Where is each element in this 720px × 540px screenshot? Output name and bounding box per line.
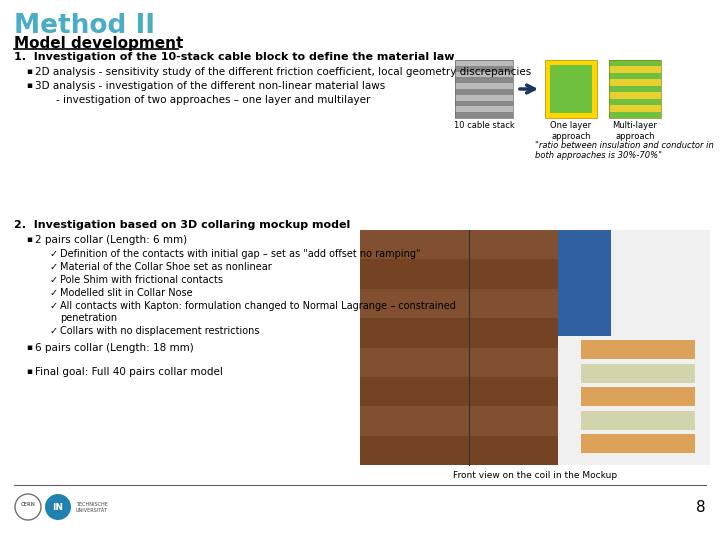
Text: Method II: Method II (14, 13, 155, 39)
Text: 2D analysis - sensitivity study of the different friction coefficient, local geo: 2D analysis - sensitivity study of the d… (35, 67, 531, 77)
Text: 3D analysis - investigation of the different non-linear material laws: 3D analysis - investigation of the diffe… (35, 81, 385, 91)
Bar (609, 112, 661, 118)
Bar (360, 259, 558, 289)
Bar (581, 411, 695, 430)
Bar (558, 230, 710, 465)
Text: TECHNISCHE
UNIVERSITÄT: TECHNISCHE UNIVERSITÄT (76, 502, 108, 513)
Text: 1.  Investigation of the 10-stack cable block to define the material law: 1. Investigation of the 10-stack cable b… (14, 52, 454, 62)
Text: 6 pairs collar (Length: 18 mm): 6 pairs collar (Length: 18 mm) (35, 343, 194, 353)
Text: Multi-layer
approach: Multi-layer approach (613, 121, 657, 141)
Bar (360, 348, 558, 377)
Text: ✓: ✓ (50, 262, 58, 272)
Text: Material of the Collar Shoe set as nonlinear: Material of the Collar Shoe set as nonli… (60, 262, 271, 272)
Bar (550, 65, 592, 113)
Bar (360, 436, 558, 465)
Text: ✓: ✓ (50, 249, 58, 259)
Bar (609, 60, 661, 118)
Text: Modelled slit in Collar Nose: Modelled slit in Collar Nose (60, 288, 193, 298)
Text: 2 pairs collar (Length: 6 mm): 2 pairs collar (Length: 6 mm) (35, 235, 187, 245)
Bar (609, 73, 661, 79)
Bar (581, 340, 695, 359)
Bar (455, 100, 513, 106)
Text: ✓: ✓ (50, 326, 58, 336)
Text: ▪: ▪ (26, 367, 32, 376)
Bar (581, 388, 695, 406)
Bar (455, 60, 513, 118)
Text: Definition of the contacts with initial gap – set as "add offset no ramping": Definition of the contacts with initial … (60, 249, 420, 259)
Bar (360, 318, 558, 348)
Circle shape (45, 494, 71, 520)
Bar (609, 66, 661, 73)
Bar (581, 364, 695, 383)
Bar (609, 60, 661, 66)
Bar (360, 230, 558, 465)
Bar (609, 79, 661, 86)
Text: ▪: ▪ (26, 81, 32, 90)
Bar (455, 106, 513, 112)
Bar (360, 377, 558, 406)
Bar (455, 66, 513, 72)
Bar (609, 99, 661, 105)
Bar (360, 406, 558, 436)
Bar (609, 105, 661, 112)
Bar (545, 60, 597, 118)
Text: ▪: ▪ (26, 235, 32, 244)
Text: 2.  Investigation based on 3D collaring mockup model: 2. Investigation based on 3D collaring m… (14, 220, 350, 230)
Text: "ratio between insulation and conductor in
both approaches is 30%-70%": "ratio between insulation and conductor … (535, 141, 714, 160)
Bar (455, 60, 513, 66)
Bar (360, 230, 558, 259)
Text: Collars with no displacement restrictions: Collars with no displacement restriction… (60, 326, 259, 336)
Text: ✓: ✓ (50, 301, 58, 311)
Text: Model development: Model development (14, 36, 184, 51)
Text: 10 cable stack: 10 cable stack (454, 121, 514, 130)
Bar (455, 112, 513, 118)
Bar (581, 435, 695, 453)
Text: ▪: ▪ (26, 343, 32, 352)
Text: ▪: ▪ (26, 67, 32, 76)
Text: Front view on the coil in the Mockup: Front view on the coil in the Mockup (453, 471, 617, 480)
Text: IN: IN (53, 503, 63, 511)
Text: penetration: penetration (60, 313, 117, 323)
Bar (360, 289, 558, 318)
Bar (455, 72, 513, 77)
Text: One layer
approach: One layer approach (550, 121, 592, 141)
Text: ✓: ✓ (50, 288, 58, 298)
Bar (455, 89, 513, 95)
Text: Pole Shim with frictional contacts: Pole Shim with frictional contacts (60, 275, 223, 285)
Bar (455, 77, 513, 83)
Bar (609, 92, 661, 99)
Bar (609, 86, 661, 92)
Bar (558, 230, 611, 336)
Text: ✓: ✓ (50, 275, 58, 285)
Text: - investigation of two approaches – one layer and multilayer: - investigation of two approaches – one … (56, 95, 370, 105)
Text: Final goal: Full 40 pairs collar model: Final goal: Full 40 pairs collar model (35, 367, 223, 377)
Text: 8: 8 (696, 500, 706, 515)
Text: CERN: CERN (21, 503, 35, 508)
Bar (455, 95, 513, 100)
Bar (455, 83, 513, 89)
Text: All contacts with Kapton: formulation changed to Normal Lagrange – constrained: All contacts with Kapton: formulation ch… (60, 301, 456, 311)
